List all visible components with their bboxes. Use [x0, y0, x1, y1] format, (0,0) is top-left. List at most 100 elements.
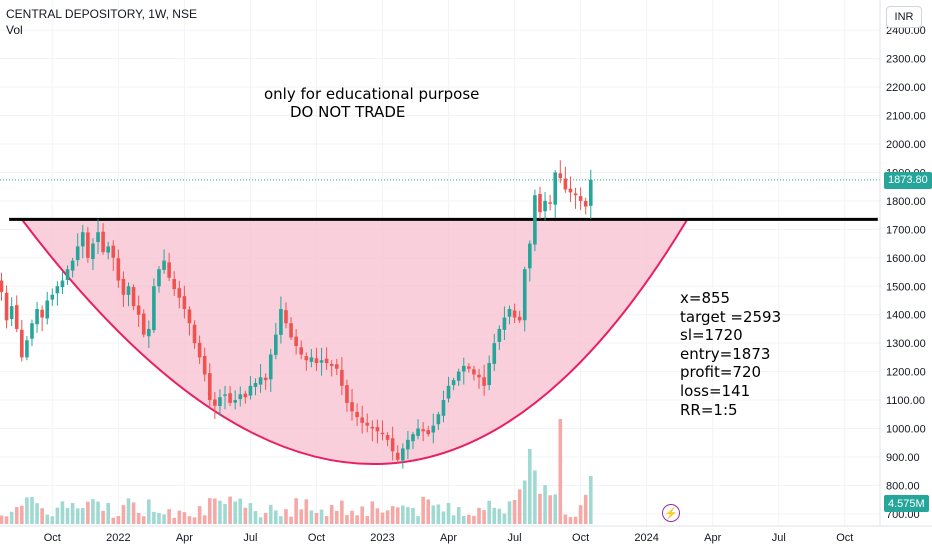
candle-body: [111, 245, 116, 258]
candle-body: [477, 374, 481, 378]
volume-bar: [355, 515, 359, 524]
candle-body: [202, 355, 207, 375]
candle-body: [9, 306, 14, 320]
volume-bar: [0, 515, 4, 524]
candle-body: [60, 280, 65, 288]
volume-bar: [472, 515, 476, 524]
time-tick-label: Oct: [44, 532, 61, 544]
candle-body: [441, 400, 446, 416]
candle-body: [172, 279, 177, 290]
candle-body: [289, 323, 293, 338]
time-tick-label: 2022: [106, 532, 130, 544]
candle-body: [380, 432, 385, 435]
candle-body: [360, 417, 364, 423]
candle-body: [268, 354, 273, 380]
candle-body: [263, 377, 268, 381]
candle-body: [406, 439, 410, 450]
volume-bar: [80, 508, 85, 524]
time-tick-label: Apr: [440, 532, 457, 544]
candle-body: [4, 292, 9, 321]
volume-bar: [101, 510, 105, 524]
volume-bar: [167, 509, 171, 524]
candle-body: [355, 411, 359, 418]
volume-bar: [157, 512, 161, 524]
candle-body: [131, 287, 136, 307]
volume-bar: [588, 476, 593, 524]
volume-bar: [20, 505, 24, 524]
volume-bar: [406, 507, 410, 524]
candle-body: [192, 324, 197, 344]
candle-body: [75, 246, 80, 261]
last-price-tag: 1873.80: [884, 171, 932, 189]
price-tick-label: 900.00: [886, 452, 920, 464]
volume-bar: [40, 508, 44, 524]
candle-body: [182, 296, 187, 310]
volume-bar: [106, 502, 110, 524]
volume-bar: [238, 498, 243, 524]
volume-bar: [497, 508, 502, 524]
volume-bar: [390, 506, 395, 524]
volume-bar: [416, 516, 420, 524]
volume-bar: [35, 503, 39, 524]
candle-body: [365, 422, 370, 426]
volume-bar: [334, 510, 339, 524]
trade-stat: x=855: [680, 289, 731, 307]
volume-bar: [451, 515, 456, 524]
volume-bar: [304, 499, 309, 524]
volume-bar: [482, 510, 486, 524]
symbol-title[interactable]: CENTRAL DEPOSITORY, 1W, NSE: [6, 7, 197, 21]
volume-bar: [70, 503, 75, 524]
volume-bar: [528, 449, 532, 524]
candle-body: [436, 414, 441, 425]
candle-body: [512, 310, 517, 318]
volume-bar: [360, 506, 364, 524]
price-tick-label: 1300.00: [886, 338, 926, 350]
price-tick-label: 800.00: [886, 480, 920, 492]
candle-body: [213, 399, 217, 406]
candle-body: [0, 280, 4, 292]
volume-bar: [340, 500, 344, 524]
candle-body: [141, 313, 146, 335]
candle-body: [126, 286, 131, 295]
candle-body: [50, 294, 55, 300]
volume-bar: [192, 517, 197, 524]
volume-bar: [4, 516, 9, 524]
volume-bar: [202, 515, 207, 524]
candle-body: [451, 380, 456, 386]
candle-body: [502, 317, 507, 330]
volume-bar: [136, 512, 141, 524]
candle-body: [106, 246, 110, 253]
volume-bars: [0, 419, 593, 524]
note-line-1: only for educational purpose: [264, 85, 480, 103]
candle-body: [40, 309, 44, 318]
volume-bar: [243, 507, 248, 524]
volume-bar: [65, 508, 70, 524]
candle-body: [370, 426, 375, 429]
candle-body: [299, 347, 304, 355]
volume-bar: [538, 493, 542, 524]
volume-bar: [583, 494, 588, 524]
volume-bar: [385, 510, 390, 524]
time-tick-label: Oct: [572, 532, 589, 544]
candle-body: [45, 300, 50, 319]
volume-bar: [248, 503, 253, 524]
candle-body: [588, 179, 593, 206]
candle-body: [304, 356, 309, 361]
currency-button[interactable]: INR: [886, 6, 922, 28]
volume-bar: [568, 517, 573, 524]
volume-bar: [395, 507, 400, 524]
volume-bar: [50, 516, 55, 524]
volume-indicator-label[interactable]: Vol: [6, 23, 23, 37]
volume-bar: [426, 499, 431, 524]
candle-body: [558, 173, 563, 179]
price-axis[interactable]: 700.00800.00900.001000.001100.001200.001…: [886, 25, 926, 521]
trade-stat: RR=1:5: [680, 400, 738, 419]
price-tick-label: 1700.00: [886, 224, 926, 236]
time-axis[interactable]: Oct 2022 Apr Jul Oct 2023 Apr Jul Oct 2024 Apr Jul O…: [44, 532, 854, 544]
candle-body: [80, 232, 85, 247]
lightning-icon[interactable]: ⚡: [662, 504, 680, 522]
candle-body: [223, 394, 227, 396]
candle-body: [70, 260, 75, 271]
volume-bar: [182, 512, 187, 524]
